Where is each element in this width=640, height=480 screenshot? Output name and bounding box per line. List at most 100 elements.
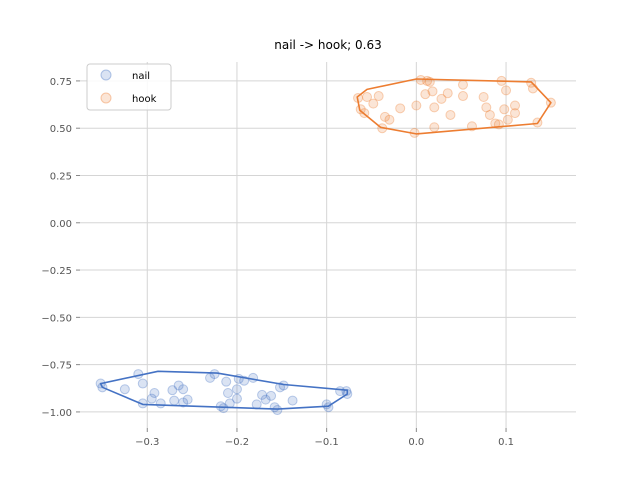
point-hook xyxy=(496,75,507,86)
point-nail xyxy=(173,380,184,391)
y-tick-label: 0.25 xyxy=(50,171,72,182)
point-hook xyxy=(527,83,538,94)
point-hook xyxy=(373,91,384,102)
point-hook xyxy=(368,98,379,109)
point-hook xyxy=(478,91,489,102)
point-nail xyxy=(248,372,259,383)
point-nail xyxy=(323,402,334,413)
point-hook xyxy=(490,118,501,129)
legend-marker-nail xyxy=(100,69,112,81)
legend-marker-hook xyxy=(100,92,112,104)
y-tick-label: 0.00 xyxy=(50,219,72,230)
x-tick-label: −0.3 xyxy=(135,437,159,448)
hull-hook xyxy=(356,78,552,135)
point-nail xyxy=(97,382,108,393)
point-nail xyxy=(119,384,130,395)
point-hook xyxy=(353,92,364,103)
point-nail xyxy=(149,388,160,399)
point-nail xyxy=(321,399,332,410)
x-tick-label: 0.1 xyxy=(498,437,514,448)
chart-title: nail -> hook; 0.63 xyxy=(274,38,381,52)
x-tick-label: −0.1 xyxy=(315,437,339,448)
point-hook xyxy=(510,100,521,111)
legend: nail hook xyxy=(86,63,172,111)
hull-nail xyxy=(99,370,349,410)
x-tick-label: −0.2 xyxy=(225,437,249,448)
data-points xyxy=(95,74,556,416)
legend-label-hook: hook xyxy=(132,94,157,105)
point-nail xyxy=(133,369,144,380)
point-hook xyxy=(502,114,513,125)
point-hook xyxy=(510,108,521,119)
point-nail xyxy=(335,386,346,397)
point-hook xyxy=(466,121,477,132)
point-hook xyxy=(427,86,438,97)
point-nail xyxy=(167,385,178,396)
point-hook xyxy=(377,123,388,134)
point-hook xyxy=(422,75,433,86)
point-hook xyxy=(429,122,440,133)
point-nail xyxy=(209,369,220,380)
point-hook xyxy=(355,104,366,115)
point-nail xyxy=(239,375,250,386)
y-tick-label: 0.75 xyxy=(50,77,72,88)
grid xyxy=(80,62,576,428)
point-nail xyxy=(266,390,277,401)
point-hook xyxy=(424,76,435,87)
point-hook xyxy=(429,102,440,113)
point-nail xyxy=(205,372,216,383)
point-hook xyxy=(499,104,510,115)
point-hook xyxy=(415,74,426,85)
point-nail xyxy=(218,403,229,414)
point-nail xyxy=(275,382,286,393)
axis-ticks: −0.3 −0.2 −0.1 0.0 0.1 −1.00 −0.75 −0.50 −0.25 0.… xyxy=(41,77,514,448)
point-nail xyxy=(272,405,283,416)
point-nail xyxy=(95,378,106,389)
point-hook xyxy=(457,79,468,90)
point-nail xyxy=(146,393,157,404)
point-nail xyxy=(178,397,189,408)
point-hook xyxy=(395,103,406,114)
point-hook xyxy=(532,117,543,128)
point-nail xyxy=(182,394,193,405)
point-nail xyxy=(341,386,352,397)
point-nail xyxy=(257,389,268,400)
point-hook xyxy=(501,85,512,96)
point-nail xyxy=(137,378,148,389)
point-hook xyxy=(526,77,537,88)
legend-label-nail: nail xyxy=(132,71,150,82)
point-nail xyxy=(137,398,148,409)
point-hook xyxy=(411,100,422,111)
point-nail xyxy=(231,393,242,404)
point-hook xyxy=(362,91,373,102)
point-nail xyxy=(215,401,226,412)
point-hook xyxy=(359,108,370,119)
point-hook xyxy=(420,89,431,100)
point-hook xyxy=(409,127,420,138)
y-tick-label: 0.50 xyxy=(50,124,72,135)
point-nail xyxy=(178,384,189,395)
point-nail xyxy=(251,399,262,410)
y-tick-label: −1.00 xyxy=(41,408,72,419)
y-tick-label: −0.50 xyxy=(41,313,72,324)
y-tick-label: −0.25 xyxy=(41,266,72,277)
point-nail xyxy=(221,376,232,387)
point-hook xyxy=(445,109,456,120)
point-nail xyxy=(269,402,280,413)
hull-lines xyxy=(99,78,552,410)
point-nail xyxy=(169,395,180,406)
legend-box xyxy=(86,63,172,111)
point-hook xyxy=(436,93,447,104)
point-nail xyxy=(287,395,298,406)
point-hook xyxy=(379,111,390,122)
point-hook xyxy=(484,109,495,120)
point-hook xyxy=(493,119,504,130)
point-nail xyxy=(155,398,166,409)
point-hook xyxy=(442,88,453,99)
point-nail xyxy=(231,384,242,395)
point-nail xyxy=(224,398,235,409)
point-hook xyxy=(457,91,468,102)
point-hook xyxy=(545,97,556,108)
y-tick-label: −0.75 xyxy=(41,361,72,372)
